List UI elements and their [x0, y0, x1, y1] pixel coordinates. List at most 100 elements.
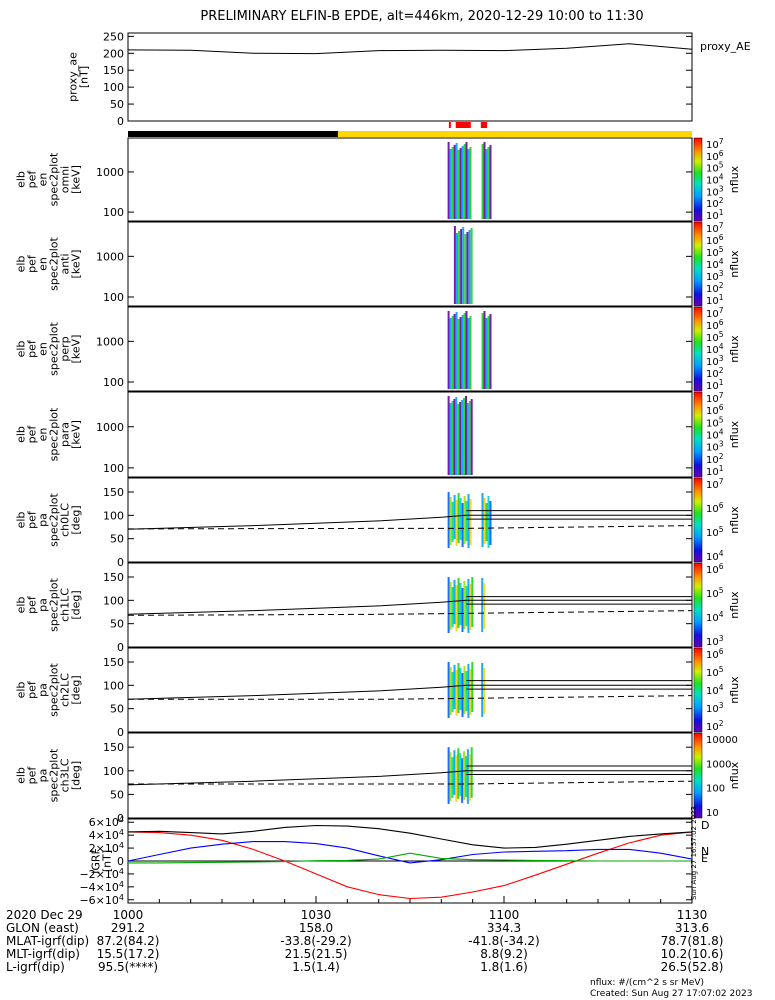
ephemeris-row-label: 2020 Dec 29 — [6, 908, 83, 922]
y-tick-label: 150 — [103, 64, 124, 77]
y-label-line: elb — [15, 682, 28, 699]
y-label-line: spec2plot — [48, 152, 61, 206]
y-label-line: ch1LC — [59, 588, 72, 622]
status-segment — [337, 131, 692, 137]
spectro-strip — [481, 663, 484, 717]
proxy-ae-legend: proxy_AE — [700, 40, 751, 53]
ch1lc-colorbar — [693, 562, 703, 648]
y-label-line: [nT] — [101, 850, 114, 872]
proxy-ae-frame — [127, 32, 693, 122]
y-label-line: [keV] — [70, 420, 83, 449]
spectro-strip — [449, 752, 452, 801]
colorbar-tick-label: 106 — [706, 233, 724, 247]
spectro-strip — [470, 747, 473, 798]
y-tick-label: 0 — [117, 812, 124, 825]
loss-cone-line — [127, 599, 692, 615]
colorbar-tick-label: 106 — [706, 318, 724, 332]
y-label-line: proxy_ae — [67, 52, 80, 102]
created-note: Created: Sun Aug 27 17:07:02 2023 — [590, 989, 752, 999]
status-segment — [128, 131, 338, 137]
colorbar-tick-label: 105 — [706, 330, 724, 344]
y-label-line: [deg] — [70, 590, 83, 619]
spectro-strip — [465, 311, 468, 389]
y-tick-label: 100 — [103, 594, 124, 607]
spectro-strip — [466, 749, 469, 804]
colorbar-tick-label: 102 — [706, 196, 724, 210]
colorbar-tick-label: 106 — [706, 562, 724, 576]
colorbar-tick-label: 105 — [706, 525, 724, 539]
spectro-strip — [468, 230, 471, 304]
colorbar-label: nflux — [728, 506, 741, 534]
y-label-line: para — [59, 422, 72, 447]
spectro-strip — [447, 396, 450, 475]
y-label-line: spec2plot — [48, 237, 61, 291]
y-label-line: en — [37, 257, 50, 271]
en_omni-colorbar — [693, 137, 703, 222]
spectro-strip — [481, 144, 484, 219]
y-tick-label: 100 — [103, 291, 124, 304]
en_para-frame — [127, 391, 693, 478]
colorbar-tick-label: 106 — [706, 403, 724, 417]
y-tick-label: −2×104 — [79, 867, 124, 881]
y-tick-label: 100 — [103, 81, 124, 94]
ch3lc-frame — [127, 732, 693, 819]
spectro-strip — [483, 583, 486, 629]
colorbar-tick-label: 103 — [706, 701, 724, 715]
y-label-line: [deg] — [70, 675, 83, 704]
y-tick-label: 1000 — [96, 166, 124, 179]
ephemeris-value: 8.8(9.2) — [480, 947, 528, 961]
colorbar-tick-label: 10000 — [706, 735, 738, 746]
colorbar-tick-label: 104 — [706, 610, 724, 624]
y-label-line: en — [37, 342, 50, 356]
ephemeris-value: 1000 — [113, 908, 144, 922]
spectro-strip — [447, 142, 450, 219]
ephemeris-value: 10.2(10.6) — [661, 947, 724, 961]
spectro-strip — [451, 316, 454, 389]
y-label-line: pa — [37, 513, 50, 527]
y-label-line: IGRF — [90, 848, 103, 874]
spectro-strip — [457, 150, 460, 219]
ephemeris-table: 2020 Dec 29 1000 1030 1100 1130 GLON (east) 29… — [6, 908, 723, 974]
colorbar-tick-label: 105 — [706, 586, 724, 600]
spectro-strip — [461, 400, 464, 475]
colorbar-tick-label: 10 — [706, 808, 719, 819]
spectro-strip — [464, 234, 467, 304]
spectro-strip — [487, 496, 490, 548]
spectro-strip — [458, 231, 460, 304]
spectro-strip — [489, 314, 492, 389]
en_anti-frame — [127, 221, 693, 307]
spectro-strip — [463, 144, 466, 219]
y-label-line: elb — [15, 512, 28, 529]
en_perp-frame — [127, 306, 693, 392]
spectro-strip — [461, 758, 464, 803]
y-label-line: pef — [26, 170, 39, 189]
figure-title: PRELIMINARY ELFIN-B EPDE, alt=446km, 202… — [200, 9, 643, 24]
anti-loss-cone-line — [128, 695, 693, 700]
spectro-strip — [481, 313, 484, 389]
y-label-line: omni — [59, 166, 72, 193]
y-tick-label: 100 — [103, 206, 124, 219]
status-mark — [448, 122, 451, 128]
colorbar-tick-label: 104 — [706, 428, 724, 442]
loss-cone-line — [127, 684, 692, 700]
ch2lc-frame — [127, 647, 693, 733]
y-label-line: pef — [26, 766, 39, 785]
igrf-series-D — [127, 831, 693, 900]
ephemeris-value: -33.8(-29.2) — [280, 934, 351, 948]
spectro-strip — [469, 499, 472, 545]
colorbar-tick-label: 102 — [706, 452, 724, 466]
loss-cone-line — [127, 770, 692, 786]
y-tick-label: 100 — [103, 765, 124, 778]
y-label-line: pa — [37, 683, 50, 697]
ephemeris-value: 15.5(17.2) — [97, 947, 160, 961]
ephemeris-value: 26.5(52.8) — [661, 960, 724, 974]
ephemeris-value: 1.5(1.4) — [292, 960, 340, 974]
spectro-strip — [459, 583, 462, 625]
y-tick-label: 2×104 — [89, 841, 124, 855]
y-tick-label: 6×104 — [89, 815, 124, 829]
spectro-strip — [463, 313, 466, 389]
y-tick-label: 150 — [103, 741, 124, 754]
colorbar-tick-label: 1000 — [706, 759, 731, 770]
